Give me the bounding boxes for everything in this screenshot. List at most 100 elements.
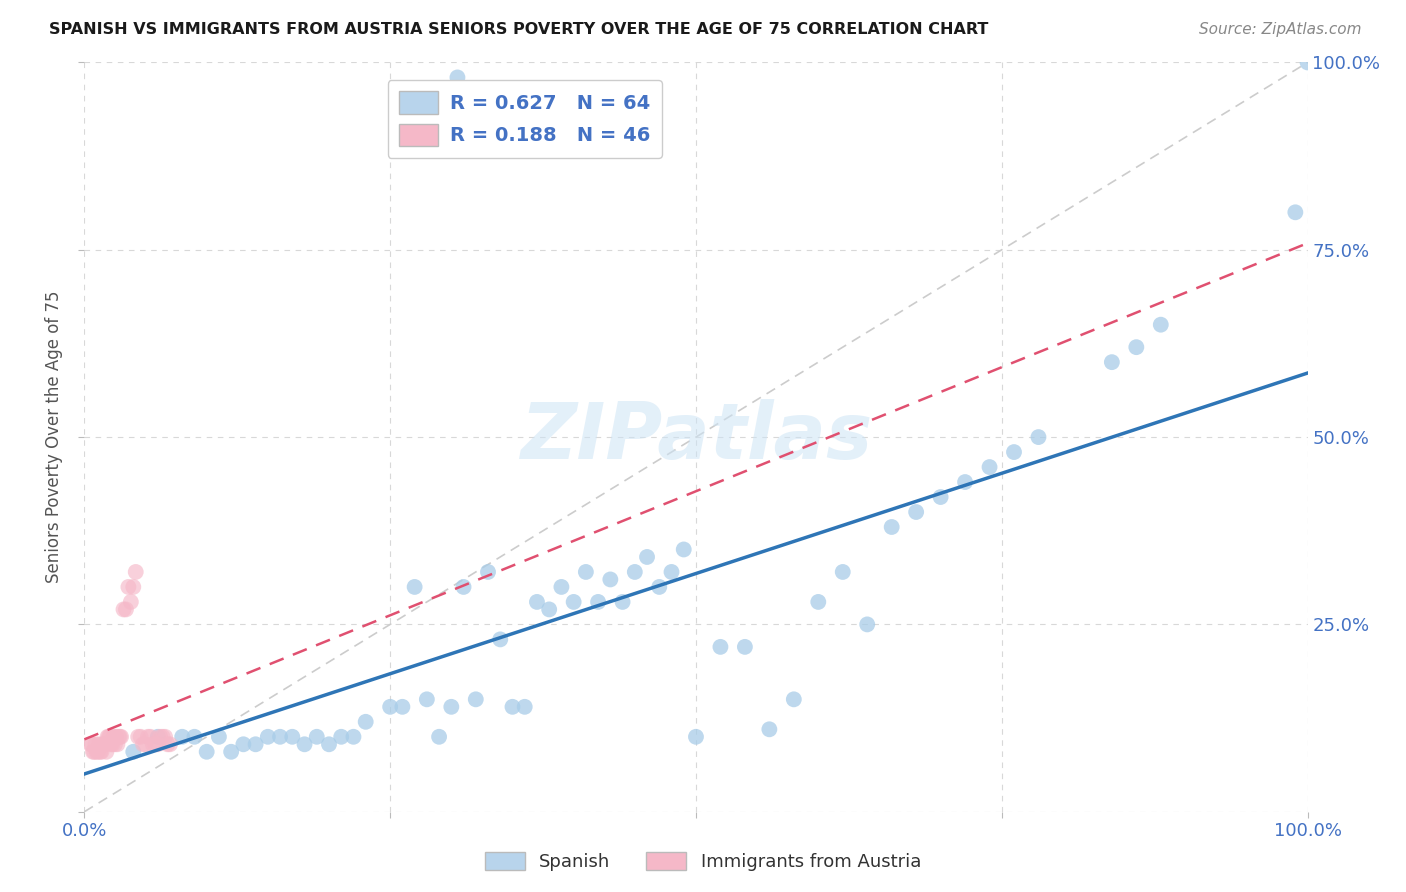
- Point: [219, 745, 242, 759]
- Point: [103, 730, 125, 744]
- Point: [208, 730, 231, 744]
- Point: [122, 745, 145, 759]
- Point: [82, 745, 104, 759]
- Point: [453, 580, 475, 594]
- Point: [159, 737, 181, 751]
- Point: [127, 730, 149, 744]
- Point: [294, 737, 316, 751]
- Point: [139, 730, 162, 744]
- Point: [672, 542, 695, 557]
- Point: [1028, 430, 1050, 444]
- Point: [586, 595, 609, 609]
- Text: ZIPatlas: ZIPatlas: [520, 399, 872, 475]
- Point: [97, 730, 120, 744]
- Point: [502, 699, 524, 714]
- Point: [232, 737, 254, 751]
- Point: [929, 490, 952, 504]
- Point: [156, 737, 179, 751]
- Point: [685, 730, 707, 744]
- Point: [146, 737, 169, 751]
- Point: [380, 699, 402, 714]
- Point: [440, 699, 463, 714]
- Point: [562, 595, 585, 609]
- Point: [100, 737, 122, 751]
- Point: [513, 699, 536, 714]
- Point: [152, 730, 174, 744]
- Point: [1284, 205, 1306, 219]
- Point: [120, 595, 142, 609]
- Point: [979, 460, 1001, 475]
- Point: [132, 737, 155, 751]
- Point: [318, 737, 340, 751]
- Point: [807, 595, 830, 609]
- Point: [101, 737, 124, 751]
- Point: [87, 745, 110, 759]
- Point: [129, 730, 152, 744]
- Point: [661, 565, 683, 579]
- Point: [105, 730, 128, 744]
- Point: [953, 475, 976, 489]
- Point: [575, 565, 598, 579]
- Point: [94, 737, 117, 751]
- Point: [391, 699, 413, 714]
- Point: [91, 737, 114, 751]
- Point: [87, 737, 110, 751]
- Point: [96, 745, 118, 759]
- Point: [146, 730, 169, 744]
- Point: [905, 505, 928, 519]
- Point: [599, 573, 621, 587]
- Point: [195, 745, 218, 759]
- Point: [79, 737, 101, 751]
- Point: [257, 730, 280, 744]
- Point: [122, 580, 145, 594]
- Point: [104, 737, 127, 751]
- Point: [125, 565, 148, 579]
- Point: [734, 640, 756, 654]
- Point: [464, 692, 486, 706]
- Legend: Spanish, Immigrants from Austria: Spanish, Immigrants from Austria: [478, 845, 928, 879]
- Point: [83, 745, 105, 759]
- Point: [86, 745, 108, 759]
- Point: [709, 640, 731, 654]
- Point: [1002, 445, 1025, 459]
- Point: [172, 730, 194, 744]
- Point: [404, 580, 426, 594]
- Point: [624, 565, 647, 579]
- Point: [89, 745, 111, 759]
- Y-axis label: Seniors Poverty Over the Age of 75: Seniors Poverty Over the Age of 75: [45, 291, 63, 583]
- Point: [636, 549, 658, 564]
- Point: [446, 70, 468, 85]
- Point: [98, 730, 121, 744]
- Point: [354, 714, 377, 729]
- Point: [1125, 340, 1147, 354]
- Point: [115, 602, 138, 616]
- Point: [416, 692, 439, 706]
- Point: [1101, 355, 1123, 369]
- Point: [538, 602, 561, 616]
- Point: [84, 737, 107, 751]
- Text: SPANISH VS IMMIGRANTS FROM AUSTRIA SENIORS POVERTY OVER THE AGE OF 75 CORRELATIO: SPANISH VS IMMIGRANTS FROM AUSTRIA SENIO…: [49, 22, 988, 37]
- Point: [90, 745, 112, 759]
- Point: [105, 737, 128, 751]
- Point: [1150, 318, 1173, 332]
- Point: [108, 730, 131, 744]
- Point: [97, 730, 120, 744]
- Point: [112, 602, 135, 616]
- Point: [117, 580, 139, 594]
- Point: [136, 730, 159, 744]
- Point: [110, 730, 132, 744]
- Point: [489, 632, 512, 647]
- Point: [783, 692, 806, 706]
- Point: [142, 737, 165, 751]
- Point: [880, 520, 903, 534]
- Point: [305, 730, 328, 744]
- Legend: R = 0.627   N = 64, R = 0.188   N = 46: R = 0.627 N = 64, R = 0.188 N = 46: [388, 79, 662, 158]
- Point: [612, 595, 634, 609]
- Point: [281, 730, 304, 744]
- Point: [758, 723, 780, 737]
- Point: [269, 730, 291, 744]
- Point: [550, 580, 572, 594]
- Point: [330, 730, 353, 744]
- Point: [856, 617, 879, 632]
- Point: [143, 737, 166, 751]
